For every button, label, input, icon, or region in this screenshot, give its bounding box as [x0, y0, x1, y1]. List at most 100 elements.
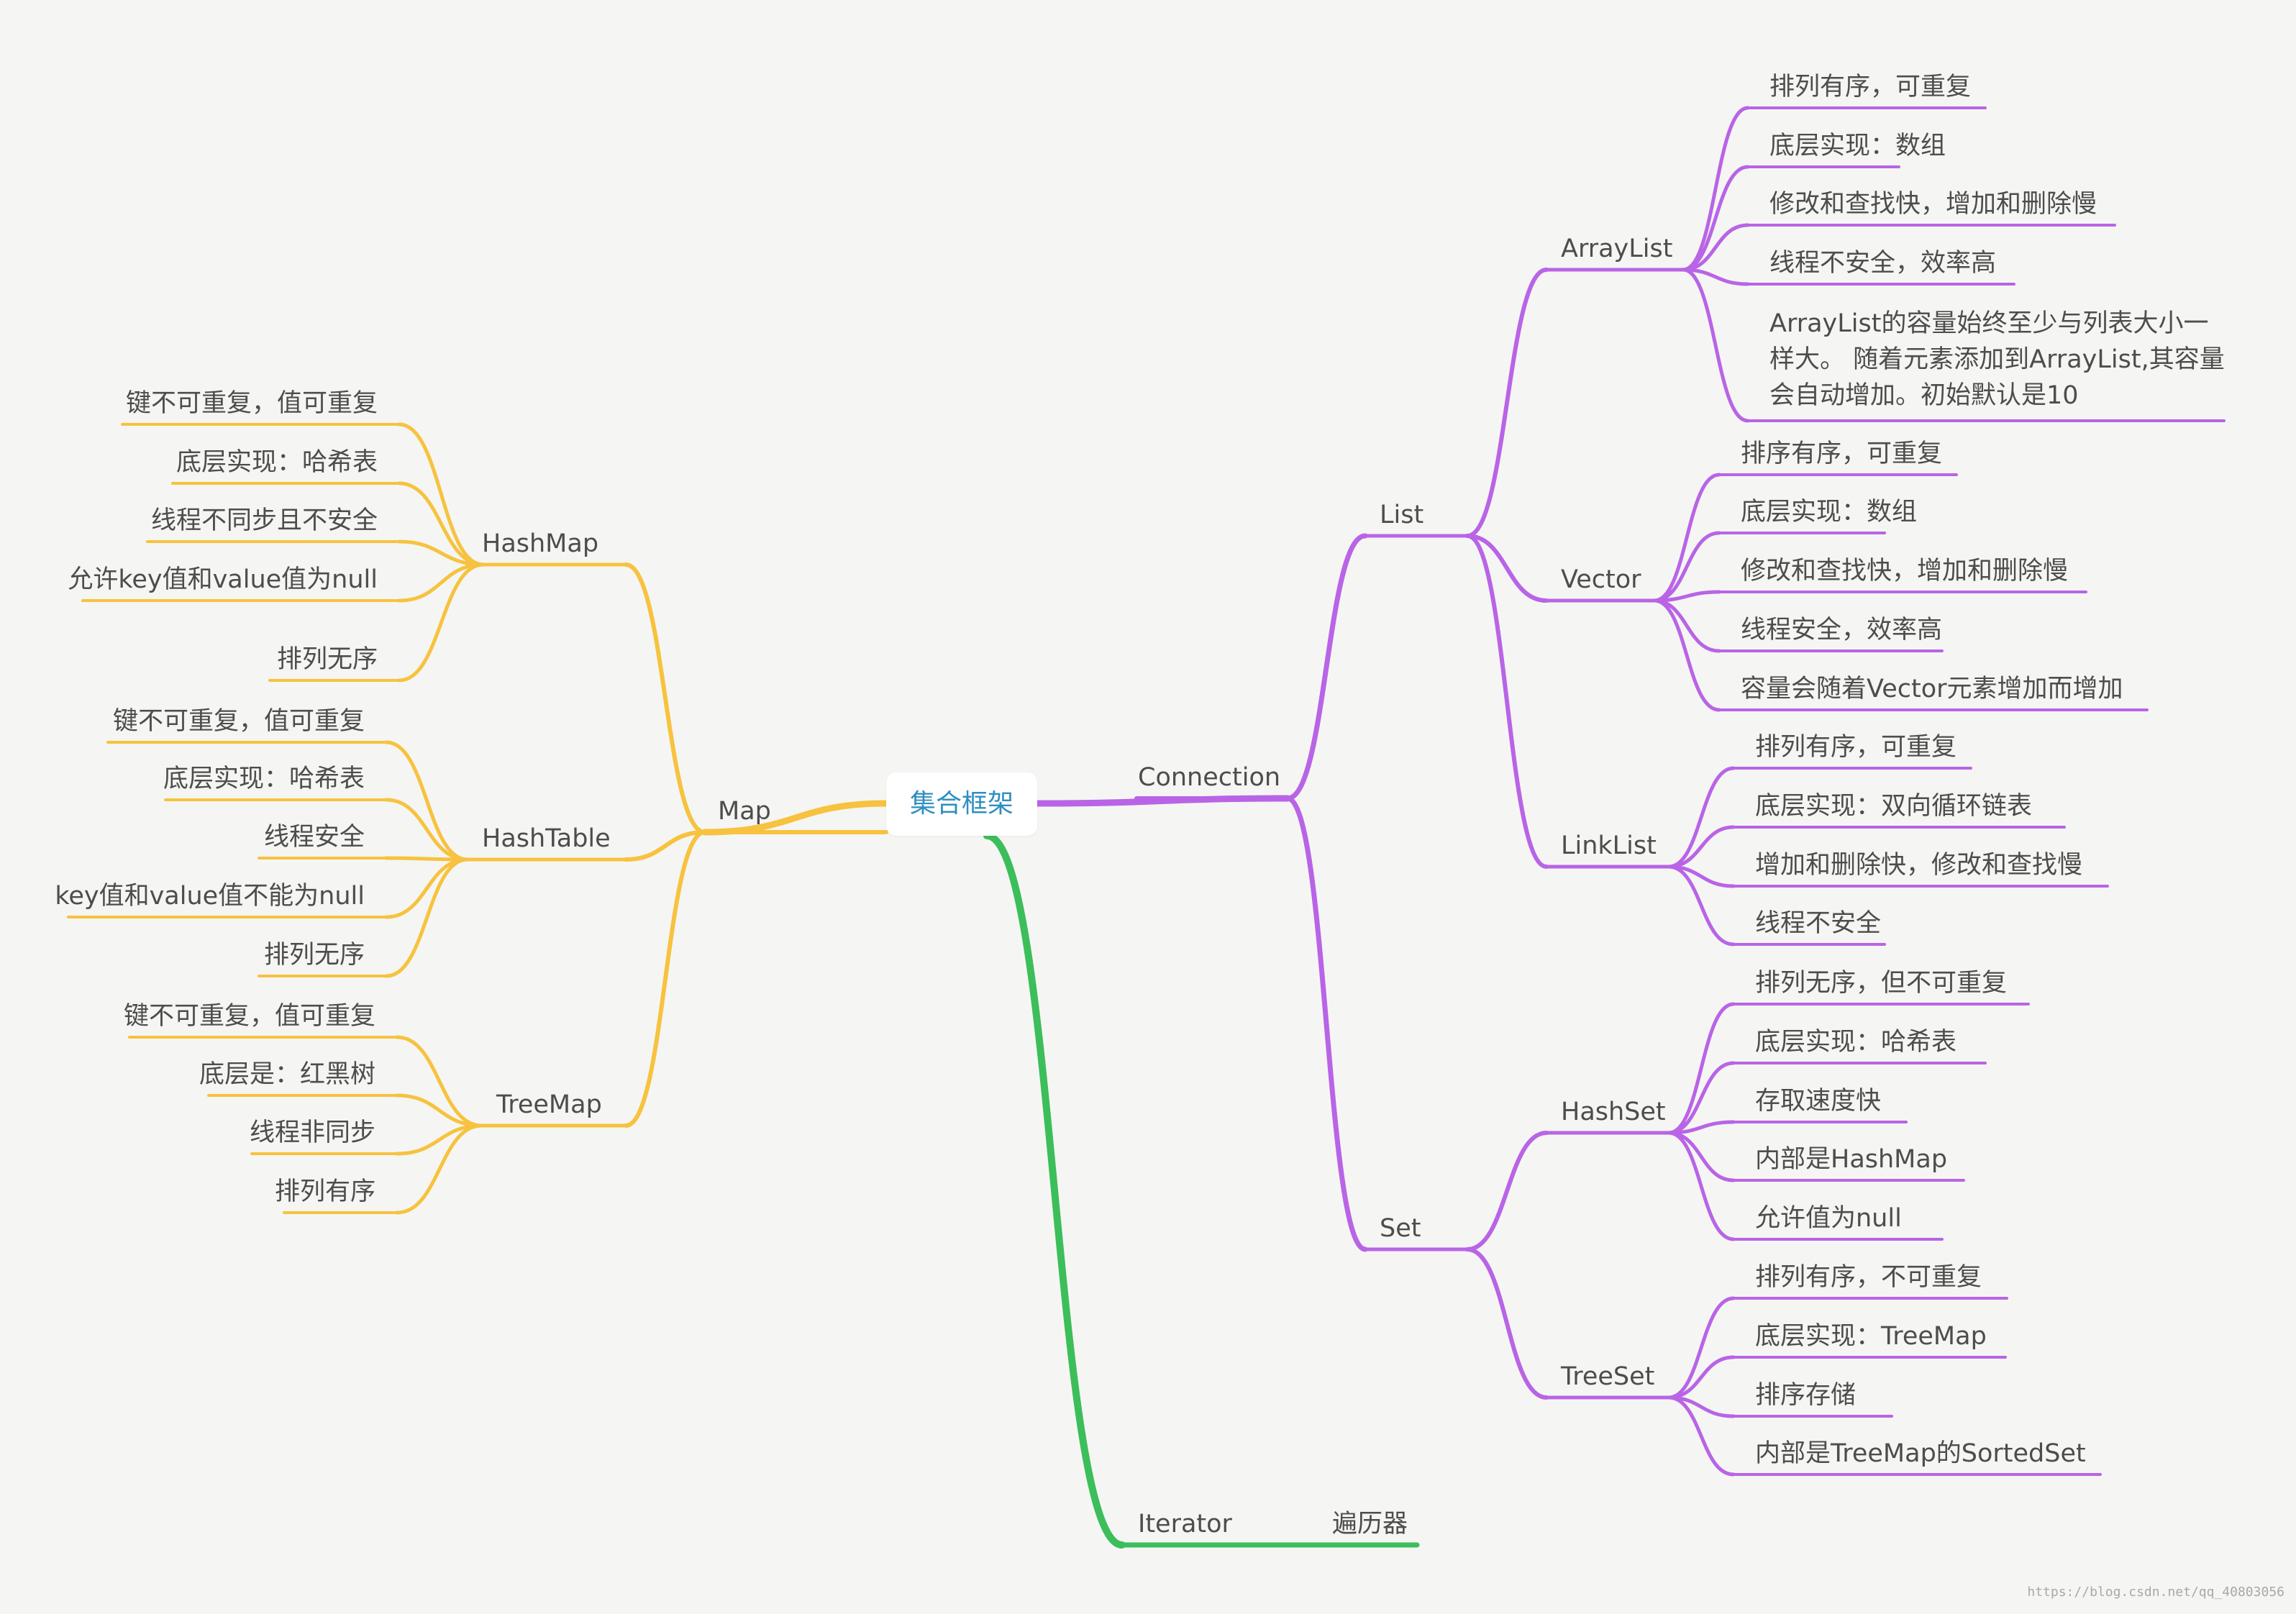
vector-item-4-link	[1652, 598, 1721, 712]
map-hashmap-item-1[interactable]: 底层实现：哈希表	[176, 448, 378, 477]
arraylist-item-4-link	[1681, 268, 1750, 423]
map-hashtable-item-0[interactable]: 键不可重复，值可重复	[112, 707, 365, 736]
hashset-item-4[interactable]: 允许值为null	[1755, 1204, 1902, 1233]
hashset-item-1[interactable]: 底层实现：哈希表	[1755, 1028, 1957, 1057]
map-hashtable-item-4[interactable]: 排列无序	[263, 941, 365, 970]
vector-item-3[interactable]: 线程安全，效率高	[1741, 616, 1943, 644]
arraylist-item-1-link	[1681, 165, 1750, 272]
linklist-item-0-link	[1667, 766, 1736, 869]
watermark: https://blog.csdn.net/qq_40803056	[2027, 1585, 2284, 1600]
map-hashtable-label[interactable]: HashTable	[482, 824, 611, 853]
treeset-item-3[interactable]: 内部是TreeMap的SortedSet	[1755, 1439, 2086, 1468]
map-hashtable-item-2-link	[384, 856, 470, 862]
map-hashtable-item-4-link	[384, 857, 470, 978]
treeset-item-1[interactable]: 底层实现：TreeMap	[1755, 1322, 1987, 1351]
vector-item-0[interactable]: 排序有序，可重复	[1741, 439, 1943, 468]
set-label[interactable]: Set	[1380, 1214, 1421, 1243]
linklist-label[interactable]: LinkList	[1561, 831, 1657, 860]
hashset-item-4-link	[1667, 1131, 1736, 1241]
arraylist-item-1[interactable]: 底层实现：数组	[1769, 132, 1946, 160]
map-treemap-item-2[interactable]: 线程非同步	[249, 1118, 375, 1147]
treeset-item-3-link	[1667, 1395, 1736, 1477]
vector-link	[1465, 534, 1549, 603]
linklist-item-1[interactable]: 底层实现：双向循环链表	[1755, 792, 2033, 821]
map-hashmap-item-2-link	[397, 539, 486, 567]
hashset-item-0[interactable]: 排列无序，但不可重复	[1755, 969, 2008, 998]
linklist-item-0[interactable]: 排列有序，可重复	[1755, 733, 1957, 762]
vector-item-3-link	[1652, 598, 1721, 653]
set-link	[1285, 795, 1368, 1252]
map-treemap-item-3-link	[395, 1123, 484, 1215]
map-treemap-item-3[interactable]: 排列有序	[274, 1177, 375, 1206]
hashset-item-1-link	[1667, 1061, 1736, 1135]
arraylist-item-2[interactable]: 修改和查找快，增加和删除慢	[1769, 190, 2097, 219]
treeset-item-2[interactable]: 排序存储	[1755, 1381, 1857, 1410]
linklist-link	[1465, 534, 1549, 869]
map-treemap-item-2-link	[395, 1123, 484, 1156]
arraylist-item-0-link	[1681, 106, 1750, 272]
hashset-link	[1465, 1131, 1549, 1251]
map-hashmap-item-2[interactable]: 线程不同步且不安全	[150, 506, 378, 535]
map-hashtable-item-3[interactable]: key值和value值不能为null	[55, 882, 365, 911]
map-hashmap-item-3-link	[397, 562, 486, 603]
arraylist-item-4[interactable]: ArrayList的容量始终至少与列表大小一样大。 随着元素添加到ArrayLi…	[1769, 309, 2225, 410]
arraylist-item-3-link	[1681, 268, 1750, 286]
iterator-desc[interactable]: 遍历器	[1332, 1510, 1408, 1538]
linklist-item-1-link	[1667, 825, 1736, 869]
linklist-item-3-link	[1667, 865, 1736, 947]
list-link	[1285, 533, 1368, 801]
arraylist-item-2-link	[1681, 223, 1750, 272]
hashset-item-3[interactable]: 内部是HashMap	[1755, 1145, 1948, 1174]
map-treemap-item-0-link	[395, 1035, 484, 1128]
map-treemap-label[interactable]: TreeMap	[496, 1090, 602, 1119]
root-node-box[interactable]	[886, 772, 1037, 836]
connection-label[interactable]: Connection	[1138, 763, 1281, 792]
map-hashmap-item-4-link	[397, 562, 486, 683]
map-treemap-item-1[interactable]: 底层是：红黑树	[199, 1060, 375, 1089]
hashset-item-2[interactable]: 存取速度快	[1755, 1087, 1882, 1116]
map-treemap-link	[624, 830, 707, 1128]
trunk-iterator	[983, 832, 1126, 1549]
map-hashtable-item-2[interactable]: 线程安全	[263, 823, 365, 852]
vector-item-4[interactable]: 容量会随着Vector元素增加而增加	[1741, 675, 2123, 703]
arraylist-item-0[interactable]: 排列有序，可重复	[1769, 73, 1972, 101]
vector-item-1-link	[1652, 531, 1721, 603]
arraylist-item-3[interactable]: 线程不安全，效率高	[1769, 249, 1997, 278]
hashset-item-3-link	[1667, 1131, 1736, 1182]
vector-item-0-link	[1652, 473, 1721, 603]
linklist-item-3[interactable]: 线程不安全	[1755, 909, 1882, 938]
map-hashtable-item-3-link	[384, 857, 470, 919]
treeset-label[interactable]: TreeSet	[1561, 1362, 1655, 1391]
map-hashtable-link	[624, 830, 707, 862]
hashset-item-0-link	[1667, 1002, 1736, 1135]
vector-label[interactable]: Vector	[1561, 565, 1641, 594]
map-label[interactable]: Map	[718, 797, 771, 826]
iterator-label[interactable]: Iterator	[1138, 1510, 1232, 1538]
linklist-item-2[interactable]: 增加和删除快，修改和查找慢	[1755, 851, 2083, 880]
map-hashmap-item-3[interactable]: 允许key值和value值为null	[68, 565, 378, 594]
map-hashtable-item-0-link	[384, 740, 470, 862]
map-hashtable-item-1[interactable]: 底层实现：哈希表	[163, 765, 365, 793]
treeset-link	[1465, 1247, 1549, 1400]
map-hashmap-item-0[interactable]: 键不可重复，值可重复	[125, 389, 378, 418]
map-hashmap-item-0-link	[397, 422, 486, 567]
arraylist-label[interactable]: ArrayList	[1561, 234, 1673, 263]
root-node-label[interactable]: 集合框架	[909, 789, 1013, 819]
map-hashtable-item-1-link	[384, 798, 470, 862]
treeset-item-0[interactable]: 排列有序，不可重复	[1755, 1263, 1982, 1292]
map-hashmap-link	[624, 562, 707, 834]
map-treemap-item-0[interactable]: 键不可重复，值可重复	[123, 1002, 375, 1031]
hashset-label[interactable]: HashSet	[1561, 1098, 1666, 1126]
map-treemap-item-1-link	[395, 1093, 484, 1128]
map-hashmap-item-4[interactable]: 排列无序	[276, 645, 378, 674]
treeset-item-1-link	[1667, 1355, 1736, 1400]
map-hashmap-label[interactable]: HashMap	[482, 529, 599, 558]
vector-item-1[interactable]: 底层实现：数组	[1741, 498, 1918, 526]
vector-item-2[interactable]: 修改和查找快，增加和删除慢	[1741, 557, 2069, 585]
map-hashmap-item-1-link	[397, 481, 486, 567]
arraylist-link	[1465, 268, 1549, 538]
treeset-item-0-link	[1667, 1296, 1736, 1400]
list-label[interactable]: List	[1380, 501, 1424, 529]
